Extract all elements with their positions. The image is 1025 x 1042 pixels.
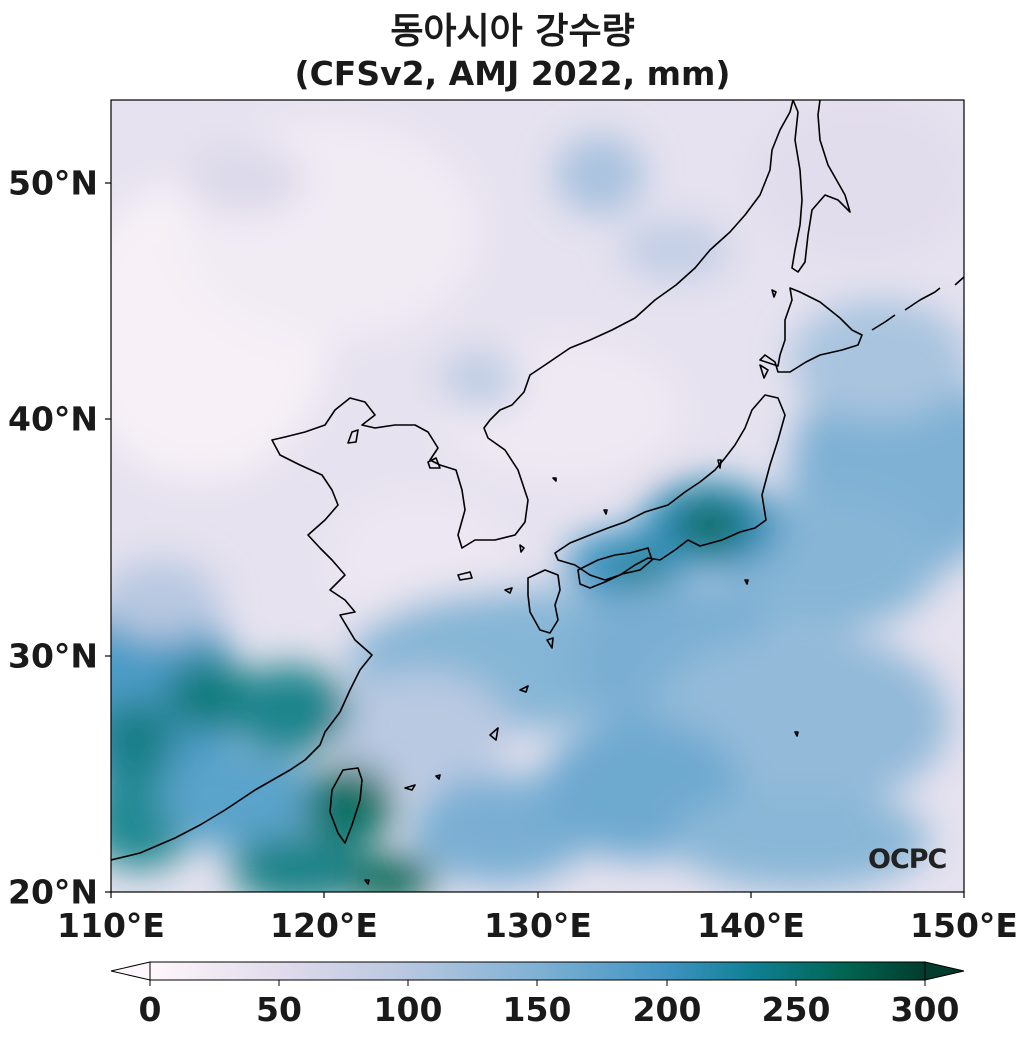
lat-label-20n: 20°N <box>8 872 99 912</box>
precipitation-field <box>111 100 964 892</box>
colorbar-tick-300: 300 <box>890 990 960 1029</box>
colorbar-max-extend <box>924 961 965 981</box>
colorbar-tick-200: 200 <box>632 990 702 1029</box>
colorbar-tick-250: 250 <box>761 990 831 1029</box>
colorbar-tick-100: 100 <box>373 990 443 1029</box>
colorbar-tick-150: 150 <box>502 990 572 1029</box>
lon-label-120e: 120°E <box>270 906 378 945</box>
lat-label-30n: 30°N <box>8 636 99 676</box>
colorbar-tick-50: 50 <box>256 990 302 1029</box>
map-title: 동아시아 강수량 <box>390 11 635 52</box>
axis-ticks <box>105 182 965 898</box>
colorbar-min-extend <box>110 961 151 981</box>
lon-label-140e: 140°E <box>697 906 805 945</box>
ocpc-logo: OCPC <box>868 844 947 875</box>
colorbar-gradient <box>150 962 925 980</box>
colorbar-tick-0: 0 <box>138 990 162 1029</box>
lon-label-110e: 110°E <box>57 906 165 945</box>
colorbar <box>110 961 965 986</box>
lat-label-50n: 50°N <box>8 163 99 203</box>
lon-label-130e: 130°E <box>484 906 592 945</box>
lat-label-40n: 40°N <box>8 399 99 439</box>
map-subtitle: (CFSv2, AMJ 2022, mm) <box>294 54 731 93</box>
lon-label-150e: 150°E <box>910 906 1018 945</box>
coastlines <box>111 100 964 885</box>
